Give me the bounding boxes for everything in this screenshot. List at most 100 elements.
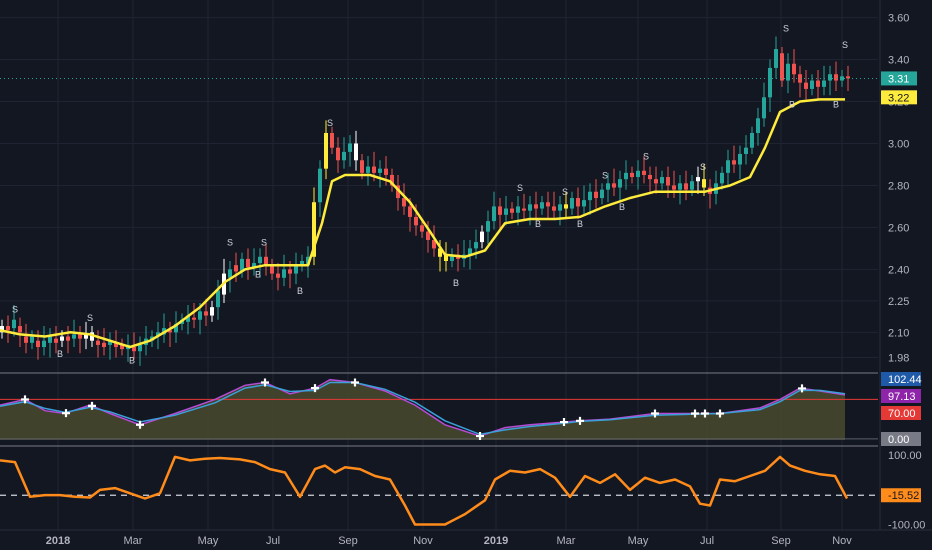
candle-body[interactable] <box>510 208 514 213</box>
candle-body[interactable] <box>174 323 178 333</box>
candle-body[interactable] <box>804 82 808 89</box>
candle-body[interactable] <box>360 160 364 173</box>
candle-body[interactable] <box>576 198 580 207</box>
candle-body[interactable] <box>774 49 778 68</box>
candle-body[interactable] <box>630 172 634 178</box>
candle-body[interactable] <box>84 334 88 339</box>
candle-body[interactable] <box>42 340 46 348</box>
candle-body[interactable] <box>828 74 832 81</box>
candle-body[interactable] <box>414 216 418 226</box>
candle-body[interactable] <box>216 290 220 308</box>
candle-body[interactable] <box>558 204 562 211</box>
candle-body[interactable] <box>570 198 574 209</box>
candle-body[interactable] <box>30 336 34 343</box>
panel-separators[interactable] <box>0 372 878 447</box>
candle-body[interactable] <box>24 336 28 343</box>
candle-body[interactable] <box>564 204 568 209</box>
candle-body[interactable] <box>402 198 406 207</box>
candle-body[interactable] <box>666 177 670 186</box>
candle-body[interactable] <box>654 179 658 184</box>
candle-body[interactable] <box>636 170 640 178</box>
candle-body[interactable] <box>780 53 784 81</box>
candle-body[interactable] <box>534 204 538 209</box>
candle-body[interactable] <box>18 326 22 333</box>
candle-body[interactable] <box>366 166 370 173</box>
price-scale[interactable]: 3.603.403.203.002.802.602.402.252.101.98… <box>879 0 917 530</box>
candle-body[interactable] <box>606 183 610 190</box>
candle-body[interactable] <box>816 80 820 87</box>
candle-body[interactable] <box>246 258 250 268</box>
candle-body[interactable] <box>132 347 136 352</box>
candle-body[interactable] <box>306 256 310 266</box>
candle-body[interactable] <box>504 208 508 215</box>
candle-body[interactable] <box>378 168 382 173</box>
candle-body[interactable] <box>420 225 424 232</box>
candle-body[interactable] <box>552 206 556 211</box>
candle-body[interactable] <box>612 183 616 188</box>
candle-body[interactable] <box>66 336 70 341</box>
candle-body[interactable] <box>276 273 280 278</box>
candle-body[interactable] <box>210 307 214 316</box>
candle-body[interactable] <box>786 63 790 81</box>
candle-body[interactable] <box>72 334 76 339</box>
candle-body[interactable] <box>36 340 40 348</box>
candle-body[interactable] <box>438 248 442 257</box>
candle-body[interactable] <box>588 191 592 201</box>
candle-body[interactable] <box>600 189 604 199</box>
candle-body[interactable] <box>540 202 544 209</box>
candle-body[interactable] <box>90 332 94 341</box>
candle-body[interactable] <box>480 231 484 243</box>
candle-body[interactable] <box>390 174 394 186</box>
candle-body[interactable] <box>372 166 376 173</box>
candle-body[interactable] <box>720 172 724 184</box>
candle-body[interactable] <box>408 206 412 217</box>
candle-body[interactable] <box>492 206 496 222</box>
candle-body[interactable] <box>684 183 688 190</box>
candle-body[interactable] <box>102 342 106 348</box>
candle-body[interactable] <box>318 168 322 203</box>
candle-body[interactable] <box>330 132 334 148</box>
candle-body[interactable] <box>642 170 646 175</box>
candle-body[interactable] <box>336 147 340 161</box>
candle-body[interactable] <box>498 206 502 215</box>
candle-body[interactable] <box>264 256 268 266</box>
oscillator-panel[interactable]: 100.00 -15.52 -100.00 <box>0 450 925 532</box>
candle-body[interactable] <box>582 200 586 207</box>
candle-body[interactable] <box>354 143 358 161</box>
candle-body[interactable] <box>810 80 814 89</box>
candle-body[interactable] <box>756 118 760 133</box>
candle-body[interactable] <box>252 263 256 268</box>
candle-body[interactable] <box>486 221 490 232</box>
candle-body[interactable] <box>12 319 16 329</box>
candle-body[interactable] <box>834 74 838 81</box>
candle-body[interactable] <box>312 202 316 257</box>
candle-body[interactable] <box>516 206 520 213</box>
candle-body[interactable] <box>726 160 730 173</box>
candle-body[interactable] <box>168 330 172 333</box>
stochastic-panel[interactable]: 102.44 97.13 70.00 0.00 <box>0 372 922 446</box>
candle-body[interactable] <box>738 153 742 165</box>
candle-body[interactable] <box>324 132 328 169</box>
candle-body[interactable] <box>648 174 652 180</box>
price-panel[interactable]: S B S B S B S B S B S B S B S S B S S B B S <box>0 23 878 366</box>
candle-body[interactable] <box>108 340 112 345</box>
candle-body[interactable] <box>696 177 700 182</box>
candle-body[interactable] <box>96 340 100 345</box>
candle-body[interactable] <box>846 76 850 79</box>
candle-body[interactable] <box>234 265 238 272</box>
candle-body[interactable] <box>672 185 676 190</box>
candle-body[interactable] <box>114 342 118 348</box>
candle-body[interactable] <box>396 185 400 199</box>
candle-body[interactable] <box>294 265 298 274</box>
candle-body[interactable] <box>342 151 346 161</box>
candle-body[interactable] <box>240 258 244 272</box>
candle-body[interactable] <box>840 76 844 81</box>
candle-body[interactable] <box>432 240 436 249</box>
candle-body[interactable] <box>54 338 58 343</box>
candle-body[interactable] <box>522 208 526 211</box>
candle-body[interactable] <box>204 311 208 316</box>
candle-body[interactable] <box>702 179 706 188</box>
candle-body[interactable] <box>384 168 388 175</box>
candle-body[interactable] <box>678 183 682 190</box>
